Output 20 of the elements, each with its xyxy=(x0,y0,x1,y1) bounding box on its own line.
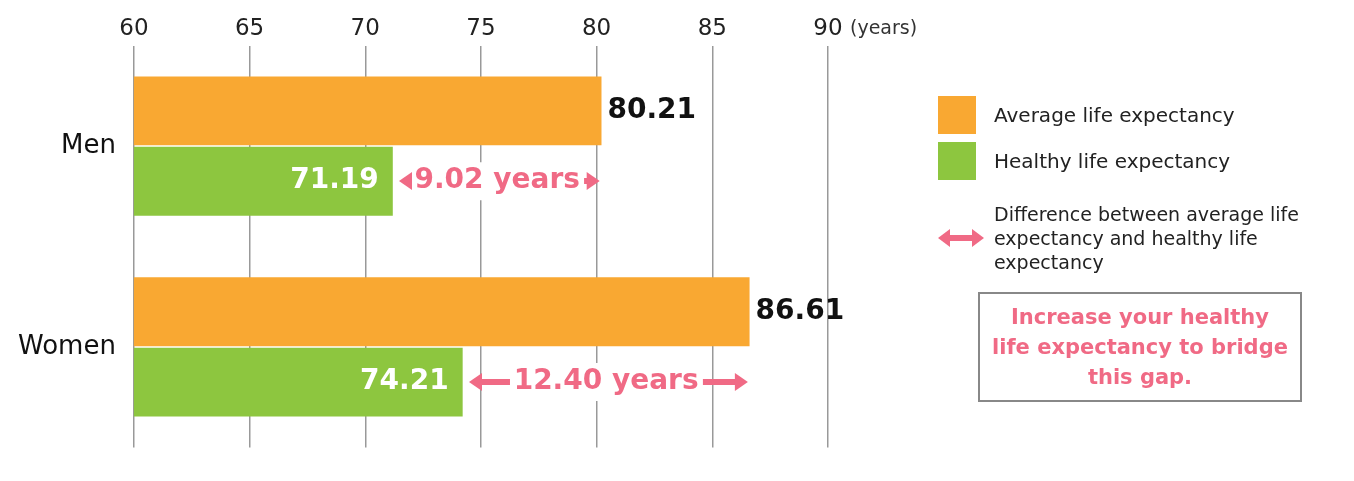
x-tick-label: 85 xyxy=(697,13,727,40)
x-tick-label: 75 xyxy=(466,13,496,40)
text: Difference between average life expectancy and healthy life expectancy xyxy=(994,202,1300,274)
x-tick-label: 80 xyxy=(581,13,612,40)
y-tick-label: Women xyxy=(17,329,116,360)
data-label: 71.19 xyxy=(290,162,379,196)
legend-label: Average life expectancy xyxy=(994,103,1235,127)
legend-label: Healthy life expectancy xyxy=(994,149,1231,173)
x-axis-title: (years) xyxy=(850,15,918,38)
x-tick-label: 90 xyxy=(813,13,843,40)
data-label: 80.21 xyxy=(607,92,697,126)
x-tick-label: 60 xyxy=(119,13,149,40)
x-tick-label: 65 xyxy=(234,13,265,40)
data-label: 74.21 xyxy=(360,363,449,397)
text: Increase your healthy life expectancy to bridge this gap. xyxy=(978,292,1302,402)
data-label: 86.61 xyxy=(755,293,845,327)
annotation: 9.02 years xyxy=(414,162,580,196)
x-tick-label: 70 xyxy=(350,13,380,40)
annotation: 12.40 years xyxy=(513,363,699,397)
y-tick-label: Men xyxy=(60,128,116,159)
